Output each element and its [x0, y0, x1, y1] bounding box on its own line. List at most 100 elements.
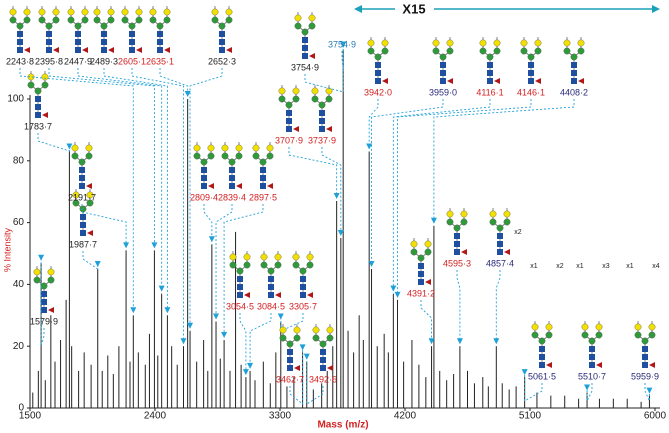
peak-label: 3084·5 — [257, 301, 285, 311]
leader-arrow — [495, 270, 501, 341]
peak-label: 5061·5 — [528, 371, 556, 381]
peak-label: 4595·3 — [443, 258, 471, 268]
glycan-icon — [93, 6, 115, 53]
glycan-icon — [410, 238, 432, 285]
peak-label: 4857·4 — [486, 258, 514, 268]
leader-arrow — [371, 99, 444, 263]
y-tick-label: 60 — [13, 217, 25, 228]
peak-label: 2243·8 — [6, 56, 34, 66]
peak-label: 3754·9 — [328, 39, 356, 49]
peak-label: 2605·1 — [118, 56, 146, 66]
leader-arrow — [203, 204, 213, 239]
arrow-head — [123, 242, 130, 249]
y-tick-label: 20 — [13, 341, 25, 352]
x-tick-label: 2400 — [144, 411, 167, 422]
x-axis-label: Mass (m/z) — [317, 420, 368, 431]
leader-arrow — [131, 68, 184, 341]
arrow-head — [187, 322, 194, 329]
peak-label: 5510·7 — [578, 371, 606, 381]
peak-label: 1783·7 — [24, 121, 52, 131]
arrow-head — [151, 242, 158, 249]
peak-label: 4116·1 — [476, 87, 503, 97]
glycan-icon — [252, 142, 274, 189]
glycan-icon — [9, 6, 31, 53]
glycan-icon — [211, 6, 233, 53]
peak-label: 4408·2 — [560, 87, 588, 97]
arrow-head — [521, 369, 528, 376]
glycan-icon — [229, 251, 251, 298]
leader-arrow — [644, 383, 650, 402]
leader-arrow — [215, 204, 233, 316]
peak-label: 2489·3 — [90, 56, 118, 66]
arrow-head — [158, 285, 165, 292]
arrow-head — [428, 338, 435, 345]
arrow-head — [66, 143, 73, 150]
peak-label: 5959·9 — [631, 371, 659, 381]
leader-arrow — [19, 68, 134, 310]
glycan-icon — [149, 6, 171, 53]
arrow-head — [394, 291, 401, 298]
leader-arrow — [433, 99, 575, 220]
leader-arrow — [392, 99, 491, 288]
arrow-head — [366, 143, 373, 150]
peak-label: 3462·7 — [276, 374, 304, 384]
peak-label: 3305·7 — [289, 301, 317, 311]
peak-label: 3054·5 — [226, 301, 254, 311]
peak-label: 2652·3 — [208, 56, 236, 66]
arrow-head — [213, 313, 220, 320]
leader-arrow — [103, 68, 168, 310]
y-axis-label: % Intensity — [2, 227, 12, 272]
leader-arrow — [159, 68, 189, 93]
peak-label: 2839·4 — [218, 192, 246, 202]
peak-label: 3754·9 — [291, 62, 319, 72]
glycan-icon — [121, 6, 143, 53]
repeat-note: x1 — [626, 263, 634, 270]
arrow-head — [368, 260, 375, 267]
glycan-icon — [489, 208, 511, 255]
y-tick-label: 80 — [13, 155, 25, 166]
y-tick-label: 100 — [7, 94, 24, 105]
arrow-head — [277, 313, 284, 320]
leader-arrow — [368, 99, 379, 146]
repeat-note: x2 — [514, 229, 522, 236]
zoom-label: X15 — [402, 1, 425, 16]
glycan-icon — [479, 37, 501, 84]
peak-label: 2897·5 — [249, 192, 277, 202]
arrow-head — [337, 230, 344, 237]
leader-arrow — [81, 204, 127, 245]
arrow-head — [646, 387, 653, 394]
leader-arrow — [289, 346, 304, 405]
zoom-arrow — [354, 5, 660, 13]
glycan-icon — [260, 251, 282, 298]
y-tick-label: 40 — [13, 279, 25, 290]
leader-arrow — [456, 270, 461, 341]
x-tick-label: 3300 — [269, 411, 292, 422]
peak-label: 3707·9 — [275, 135, 303, 145]
x-tick-label: 5100 — [519, 411, 542, 422]
arrow-head — [38, 254, 45, 261]
arrow-head — [130, 307, 137, 314]
peak-label: 2809·4 — [190, 192, 218, 202]
leader-arrow — [189, 68, 223, 325]
arrow-head — [247, 362, 254, 369]
leader-arrow — [341, 43, 344, 70]
leader-arrow — [40, 256, 45, 347]
glycan-icon — [581, 321, 603, 368]
arrow-head — [184, 91, 191, 97]
x-tick-label: 6000 — [644, 411, 667, 422]
glycan-icon — [221, 142, 243, 189]
glycan-icon — [531, 321, 553, 368]
glycan-icon — [520, 37, 542, 84]
peak-label: 3737·9 — [308, 135, 336, 145]
leader-arrow — [48, 68, 155, 245]
leader-arrow — [586, 383, 593, 402]
arrow-head — [390, 285, 397, 292]
peak-label: 4391·2 — [407, 288, 435, 298]
glycan-icon — [312, 324, 334, 371]
glycan-icon — [27, 71, 49, 118]
peak-label: 2191·7 — [68, 192, 96, 202]
repeat-note: x1 — [576, 263, 584, 270]
glycan-icon — [294, 12, 316, 59]
arrow-head — [584, 384, 591, 391]
